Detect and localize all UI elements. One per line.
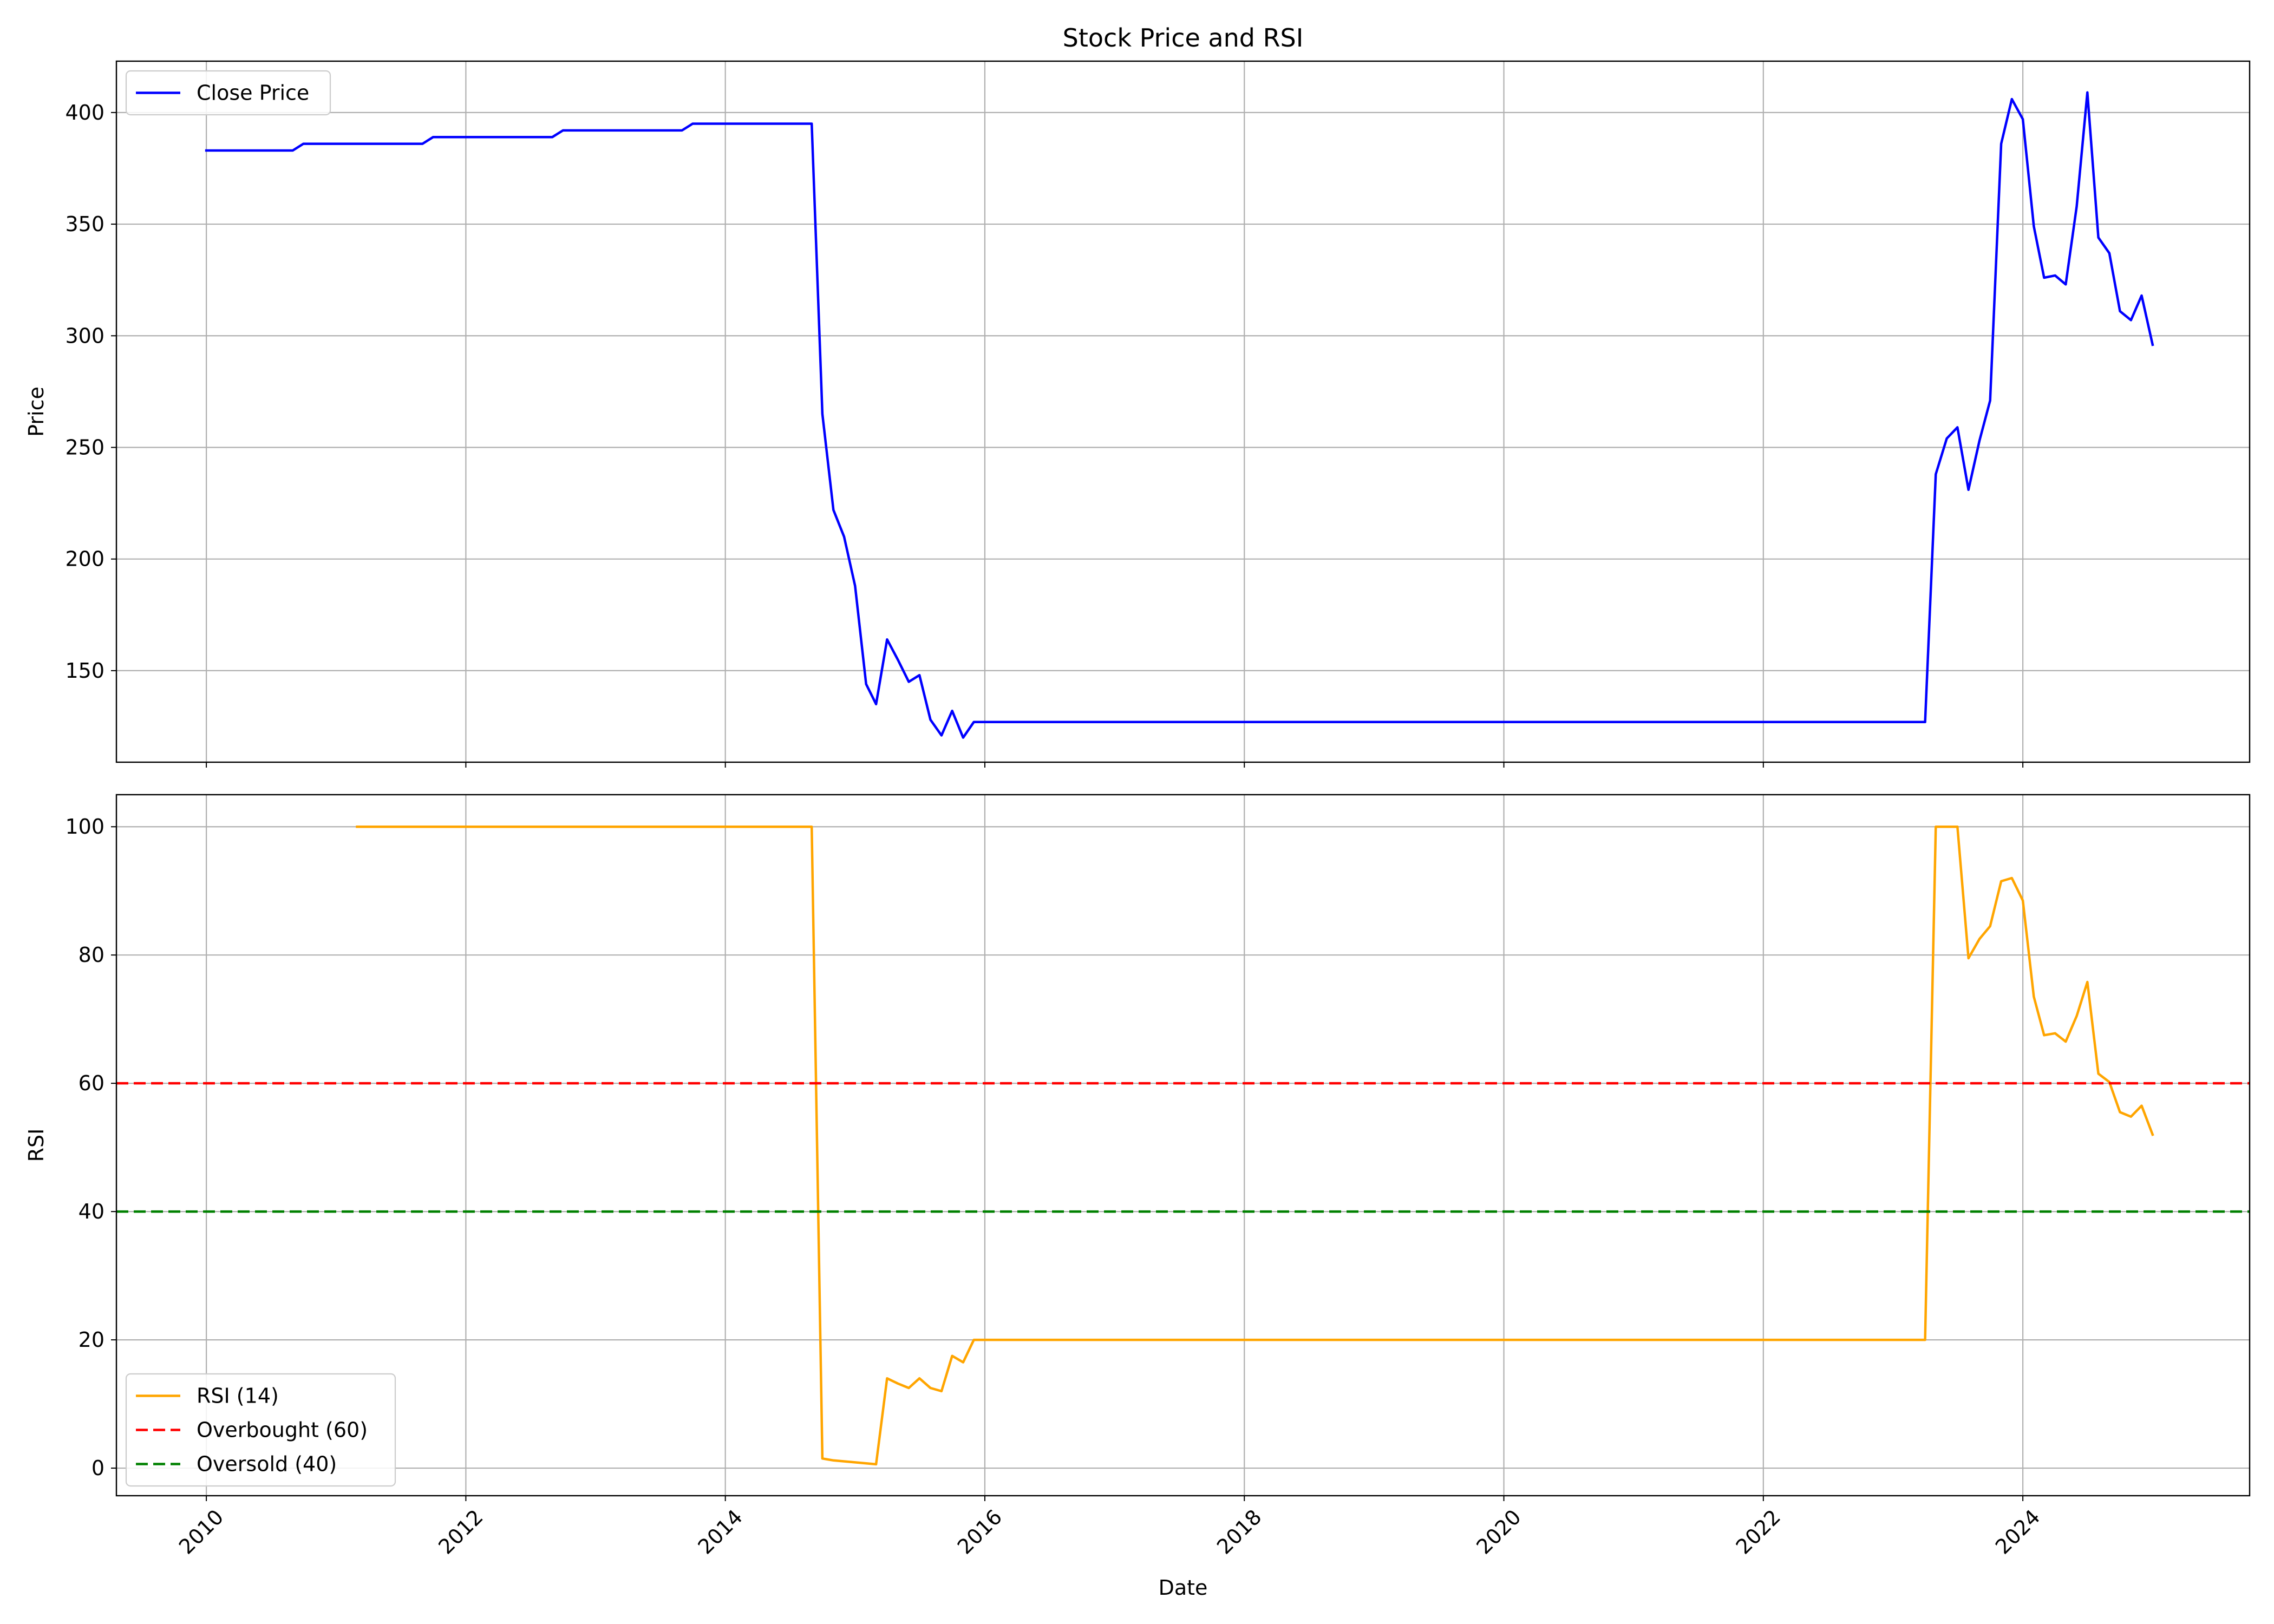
- y-tick-label: 40: [79, 1200, 104, 1223]
- y-tick-label: 20: [79, 1328, 104, 1352]
- chart-title: Stock Price and RSI: [1063, 23, 1304, 53]
- legend-box: [125, 70, 331, 116]
- y-tick-label: 200: [65, 547, 104, 571]
- y-tick-label: 350: [65, 212, 104, 236]
- y-tick-label: 400: [65, 101, 104, 125]
- axes-frame: [115, 794, 2251, 1497]
- x-axis-label: Date: [1159, 1576, 1208, 1600]
- y-tick-label: 0: [92, 1456, 104, 1480]
- y-tick-label: 250: [65, 435, 104, 459]
- legend-label: Close Price: [197, 81, 309, 105]
- y-axis-label: Price: [24, 387, 48, 437]
- axes-frame: [115, 60, 2251, 763]
- legend: Close Price: [125, 70, 331, 116]
- legend-box: [125, 1373, 396, 1487]
- y-tick-label: 60: [79, 1071, 104, 1095]
- legend: RSI (14) Overbought (60) Oversold (40): [125, 1373, 396, 1487]
- price-panel: 150 200 250 300 350 400 Price Close Price: [24, 60, 2251, 768]
- legend-label: Overbought (60): [197, 1418, 368, 1442]
- legend-label: RSI (14): [197, 1384, 279, 1408]
- series-line: [356, 825, 2154, 1466]
- series-line: [205, 91, 2154, 739]
- y-tick-label: 300: [65, 324, 104, 348]
- y-axis-label: RSI: [24, 1129, 48, 1162]
- y-tick-label: 80: [79, 943, 104, 967]
- y-tick-label: 100: [65, 815, 104, 839]
- legend-label: Oversold (40): [197, 1452, 337, 1476]
- y-tick-label: 150: [65, 659, 104, 683]
